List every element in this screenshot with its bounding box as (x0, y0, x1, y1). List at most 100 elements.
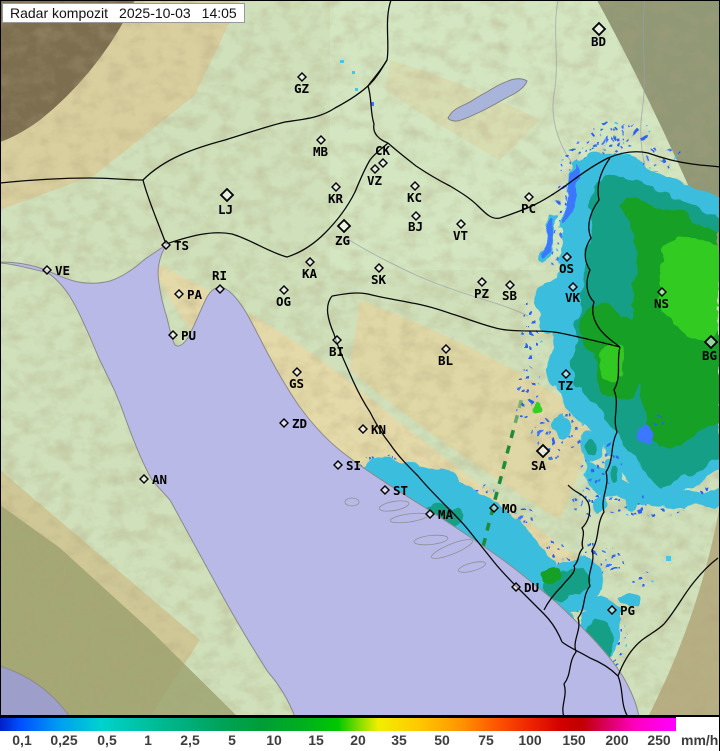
city-diamond-icon (42, 265, 52, 275)
city-kn: KN (358, 422, 386, 437)
legend-tick: 15 (308, 732, 324, 748)
legend-tick: 20 (350, 732, 366, 748)
legend-tick: 0,5 (97, 732, 117, 748)
title-product: Radar kompozit (10, 5, 109, 21)
city-label: KA (302, 266, 318, 281)
city-diamond-icon (333, 460, 343, 470)
city-label: OG (276, 294, 291, 309)
city-label: KC (407, 190, 422, 205)
city-st: ST (380, 483, 408, 498)
city-diamond-icon (219, 187, 235, 203)
city-an: AN (139, 472, 167, 487)
city-label: SB (502, 288, 518, 303)
city-zg: ZG (335, 218, 352, 248)
city-ts: TS (161, 238, 189, 253)
city-diamond-icon (456, 219, 466, 229)
city-diamond-icon (657, 287, 667, 297)
city-label: ZD (292, 416, 307, 431)
city-label: CK (375, 143, 391, 158)
city-diamond-icon (374, 263, 384, 273)
precip-isolated-pixel (666, 556, 671, 561)
city-label: MO (502, 501, 517, 516)
city-diamond-icon (591, 21, 607, 37)
city-diamond-icon (505, 280, 515, 290)
city-vz: VZ (367, 164, 383, 188)
city-label: VK (565, 290, 581, 305)
legend-tick: 0,25 (50, 732, 78, 748)
city-label: SA (531, 458, 547, 473)
city-diamond-icon (562, 252, 572, 262)
city-label: LJ (218, 202, 233, 217)
city-kr: KR (328, 182, 344, 206)
city-diamond-icon (139, 474, 149, 484)
legend-tick: 5 (228, 732, 236, 748)
city-lj: LJ (218, 187, 235, 217)
city-label: NS (654, 296, 669, 311)
city-diamond-icon (168, 330, 178, 340)
city-diamond-icon (332, 335, 342, 345)
legend-tick: 50 (434, 732, 450, 748)
city-og: OG (276, 285, 291, 309)
city-label: OS (559, 261, 574, 276)
precip-sa-patches (552, 412, 670, 521)
city-sa: SA (531, 443, 551, 473)
city-pc: PC (521, 192, 536, 216)
legend-tick: 1 (144, 732, 152, 748)
city-label: BI (329, 344, 344, 359)
city-label: GZ (294, 81, 310, 96)
country-borders (0, 0, 720, 718)
city-label: VZ (367, 173, 383, 188)
precip-north-dots (340, 60, 374, 106)
legend-tick: 35 (391, 732, 407, 748)
city-label: PU (181, 328, 196, 343)
city-diamond-icon (380, 485, 390, 495)
city-label: VE (55, 263, 70, 278)
city-label: ST (393, 483, 408, 498)
city-label: AN (152, 472, 167, 487)
legend-tick: 0,1 (12, 732, 32, 748)
city-diamond-icon (279, 418, 289, 428)
city-label: KR (328, 191, 344, 206)
city-label: RI (212, 268, 227, 283)
city-diamond-icon (292, 367, 302, 377)
city-ck: CK (375, 143, 391, 168)
city-label: VT (453, 228, 468, 243)
city-diamond-icon (378, 158, 388, 168)
cities-layer: BD GZ MB CK VZ KR KC PC LJ BJ VT TS VE OS RI KA SK ZG PZ SB… (42, 21, 719, 618)
city-bg: BG (702, 334, 719, 363)
legend-tick: 150 (562, 732, 586, 748)
legend-color-bar (0, 717, 676, 732)
city-ri: RI (212, 268, 227, 294)
legend-tick: 10 (266, 732, 282, 748)
city-bi: BI (329, 335, 344, 359)
city-diamond-icon (358, 424, 368, 434)
city-sk: SK (371, 263, 387, 287)
city-kc: KC (407, 181, 422, 205)
city-pu: PU (168, 328, 196, 343)
title-box: Radar kompozit 2025-10-03 14:05 (2, 3, 245, 23)
city-diamond-icon (331, 182, 341, 192)
city-pg: PG (607, 603, 635, 618)
city-gs: GS (289, 367, 304, 391)
legend-labels: 0,1 0,25 0,5 1 2,5 5 10 15 20 35 50 75 100 150 200 250 m… (0, 731, 720, 751)
city-diamond-icon (511, 582, 521, 592)
city-diamond-icon (477, 277, 487, 287)
city-ka: KA (302, 257, 318, 281)
city-diamond-icon (441, 344, 451, 354)
city-tz: TZ (558, 369, 574, 393)
radar-map-canvas: BD GZ MB CK VZ KR KC PC LJ BJ VT TS VE OS RI KA SK ZG PZ SB… (0, 0, 720, 720)
city-mo: MO (489, 501, 517, 516)
city-pz: PZ (474, 277, 490, 301)
city-label: BL (438, 353, 454, 368)
city-label: PA (187, 287, 203, 302)
radar-map: BD GZ MB CK VZ KR KC PC LJ BJ VT TS VE OS RI KA SK ZG PZ SB… (0, 0, 720, 720)
city-label: TZ (558, 378, 574, 393)
city-mb: MB (313, 135, 329, 159)
map-bottom-rule (0, 715, 720, 717)
city-diamond-icon (425, 509, 435, 519)
city-label: MA (438, 507, 454, 522)
city-bj: BJ (408, 211, 423, 234)
city-diamond-icon (568, 282, 578, 292)
city-label: BJ (408, 219, 423, 234)
